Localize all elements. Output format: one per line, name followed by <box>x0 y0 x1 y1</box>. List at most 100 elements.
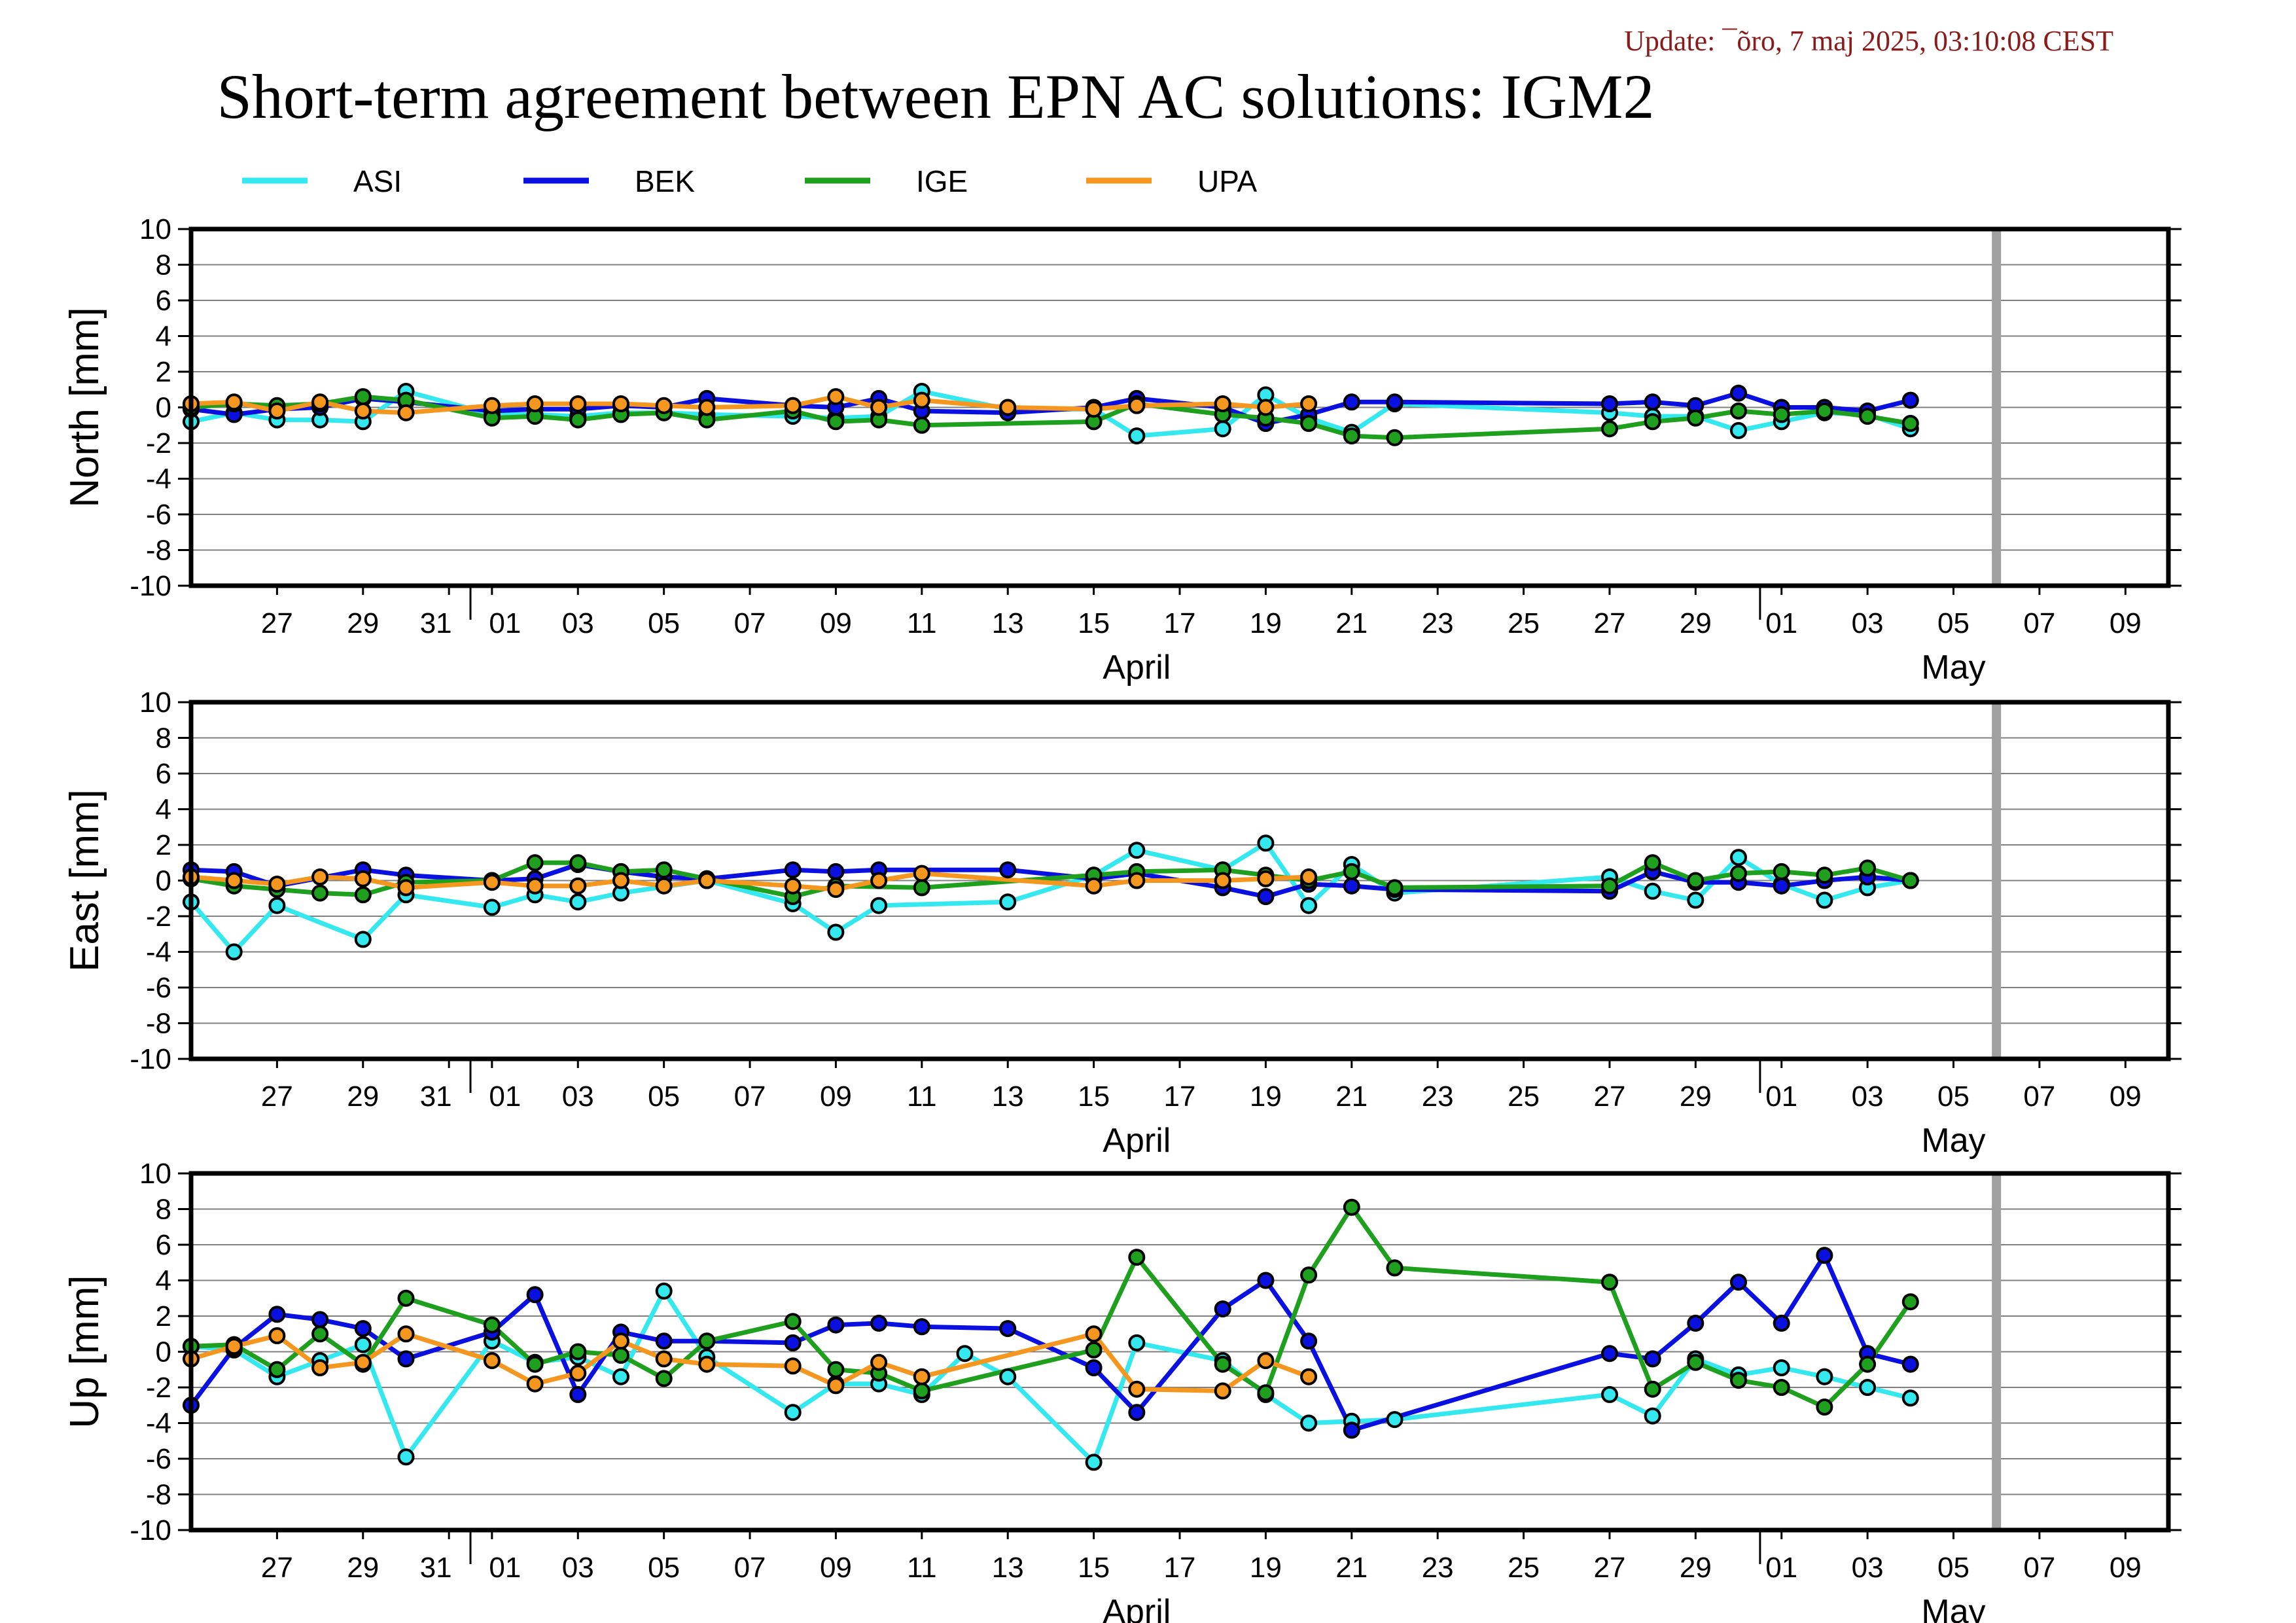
data-point-ige <box>1257 1384 1275 1402</box>
current-date-marker <box>1992 231 2002 584</box>
x-tick-label: 05 <box>1937 607 1969 639</box>
legend: ASI BEK IGE UPA <box>242 164 1257 198</box>
y-tick-label: -10 <box>130 1514 171 1546</box>
legend-item-ige: IGE <box>805 164 968 198</box>
data-point-upa <box>526 395 544 412</box>
x-tick-label: 21 <box>1335 607 1368 639</box>
data-point-upa <box>1257 1352 1275 1370</box>
data-point-upa <box>698 399 716 416</box>
data-point-ige <box>1386 1259 1404 1277</box>
data-point-upa <box>827 388 845 406</box>
data-point-ige <box>1343 1198 1360 1216</box>
y-tick-label: -6 <box>146 972 171 1004</box>
x-tick-label: 29 <box>1680 1080 1712 1113</box>
y-tick-label: -2 <box>146 427 171 459</box>
data-point-upa <box>1300 868 1318 885</box>
x-tick-label: 11 <box>907 1080 937 1113</box>
up-axis-label: Up [mm] <box>62 1275 107 1428</box>
data-point-upa <box>1300 1368 1318 1385</box>
series-line-asi <box>190 1289 1911 1465</box>
data-point-ige <box>913 879 930 897</box>
plot-frame <box>188 1171 2171 1533</box>
x-tick-label: 23 <box>1422 1080 1454 1113</box>
legend-label-ige: IGE <box>916 164 968 198</box>
x-tick-label: 03 <box>562 607 594 639</box>
data-point-ige <box>1859 859 1877 877</box>
x-tick-label: 23 <box>1422 1552 1454 1584</box>
data-point-bek <box>913 1318 930 1336</box>
x-tick-label: 31 <box>420 1552 452 1584</box>
data-point-bek <box>1816 1247 1833 1264</box>
y-tick-label: -4 <box>146 463 171 495</box>
data-point-ige <box>1687 409 1704 427</box>
x-tick-label: 05 <box>648 1080 680 1113</box>
data-point-bek <box>784 861 802 879</box>
x-tick-label: 15 <box>1078 607 1110 639</box>
x-tick-label: 19 <box>1250 607 1282 639</box>
data-point-upa <box>612 1332 629 1350</box>
data-point-ige <box>655 861 673 879</box>
data-point-ige <box>1300 415 1318 432</box>
x-tick-label: 01 <box>1765 607 1797 639</box>
data-point-upa <box>1085 1325 1103 1343</box>
y-tick-label: -2 <box>146 901 171 933</box>
data-point-ige <box>311 1325 329 1343</box>
data-point-upa <box>1300 395 1318 412</box>
data-point-bek <box>1343 1421 1360 1439</box>
data-point-ige <box>612 1346 629 1364</box>
data-point-ige <box>354 886 372 904</box>
data-point-upa <box>655 397 673 414</box>
north-axis-label: North [mm] <box>62 307 107 508</box>
data-point-upa <box>268 876 286 893</box>
x-tick-label: 15 <box>1078 1080 1110 1113</box>
legend-label-upa: UPA <box>1197 164 1257 198</box>
series-line-ige <box>190 1205 1913 1410</box>
data-point-bek <box>1901 391 1919 409</box>
y-tick-label: 8 <box>156 722 171 755</box>
x-tick-label: 05 <box>648 1552 680 1584</box>
x-tick-label: 01 <box>1765 1080 1797 1113</box>
x-tick-label: 03 <box>1852 1552 1884 1584</box>
data-point-asi <box>612 1368 629 1385</box>
x-tick-label: 27 <box>1593 1552 1625 1584</box>
x-tick-label: 31 <box>420 1080 452 1113</box>
data-point-ige <box>1601 1274 1618 1291</box>
x-tick-label: 09 <box>2110 1080 2142 1113</box>
data-point-upa <box>397 1325 415 1343</box>
data-point-asi <box>397 1448 415 1466</box>
data-point-ige <box>1687 872 1704 889</box>
data-point-ige <box>1859 408 1877 425</box>
data-point-ige <box>913 416 930 434</box>
x-tick-label: 21 <box>1335 1080 1368 1113</box>
data-point-upa <box>655 877 673 895</box>
y-tick-label: 8 <box>156 1194 171 1226</box>
data-point-ige <box>784 1313 802 1330</box>
x-tick-label: 17 <box>1164 1080 1196 1113</box>
data-point-ige <box>1128 1249 1146 1266</box>
data-point-upa <box>784 397 802 414</box>
y-tick-label: 10 <box>139 687 171 719</box>
data-point-ige <box>698 1332 716 1350</box>
data-point-asi <box>999 893 1017 911</box>
data-point-upa <box>1085 401 1103 418</box>
data-point-ige <box>526 1355 544 1373</box>
x-tick-label: 23 <box>1422 607 1454 639</box>
data-point-asi <box>1773 1359 1790 1376</box>
data-point-upa <box>784 877 802 895</box>
data-point-bek <box>827 863 845 880</box>
x-tick-label: 01 <box>489 1552 521 1584</box>
update-timestamp: Update: ¯õro, 7 maj 2025, 03:10:08 CEST <box>1624 25 2113 57</box>
y-tick-label: 0 <box>156 865 171 897</box>
y-tick-label: 6 <box>156 285 171 317</box>
x-tick-label: 09 <box>2110 1552 2142 1584</box>
x-tick-label: 09 <box>820 1552 852 1584</box>
x-tick-label: 17 <box>1164 607 1196 639</box>
data-point-upa <box>827 881 845 899</box>
data-point-asi <box>1644 882 1661 900</box>
y-tick-label: -8 <box>146 1479 171 1511</box>
data-point-ige <box>655 1370 673 1387</box>
data-point-asi <box>1816 891 1833 909</box>
data-point-upa <box>1214 872 1231 889</box>
x-tick-label: 27 <box>261 1552 293 1584</box>
data-point-ige <box>1730 402 1747 419</box>
